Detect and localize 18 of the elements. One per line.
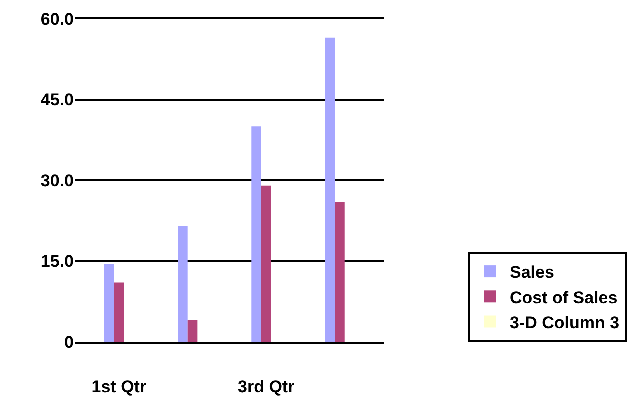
legend-label: Cost of Sales xyxy=(510,288,618,308)
bar xyxy=(114,282,124,342)
bar xyxy=(325,38,336,342)
bar xyxy=(188,320,198,342)
y-tick-label: 0 xyxy=(64,332,74,352)
bar xyxy=(178,226,188,342)
y-tick-label: 15.0 xyxy=(40,252,74,272)
legend-label: Sales xyxy=(510,263,554,282)
legend-label: 3-D Column 3 xyxy=(510,313,620,332)
bar xyxy=(261,186,272,342)
y-tick-label: 45.0 xyxy=(40,90,74,110)
x-tick-label: 3rd Qtr xyxy=(238,377,296,396)
y-tick-label: 60.0 xyxy=(40,10,74,29)
bar xyxy=(335,202,345,342)
bar xyxy=(104,264,114,342)
x-tick-label: 1st Qtr xyxy=(92,377,147,396)
y-tick-label: 30.0 xyxy=(40,171,74,190)
bar xyxy=(252,126,262,342)
